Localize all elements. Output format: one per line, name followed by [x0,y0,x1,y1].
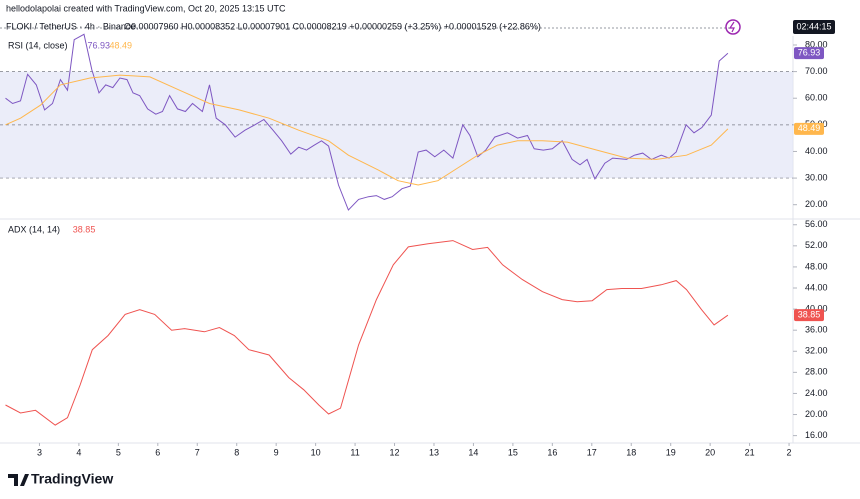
y-tick-label: 32.00 [805,346,828,356]
x-tick-label: 13 [429,447,439,457]
x-tick-label: 12 [390,447,400,457]
logo-text: TradingView [31,471,113,487]
x-tick-label: 8 [234,447,239,457]
y-tick-label: 48.00 [805,261,828,271]
y-tick-label: 20.00 [805,409,828,419]
x-tick-label: 11 [350,447,359,457]
x-tick-label: 17 [587,447,597,457]
x-tick-label: 21 [745,447,755,457]
y-tick-label: 44.00 [805,282,828,292]
price-label: 76.93 [798,48,821,58]
legend-value: 48.49 [110,40,133,50]
y-tick-label: 52.00 [805,240,828,250]
series-line [5,33,729,211]
x-tick-label: 10 [311,447,321,457]
x-tick-label: 7 [195,447,200,457]
legend-title: RSI (14, close) [8,40,68,50]
alert-icon[interactable] [725,19,741,35]
x-tick-label: 15 [508,447,518,457]
y-tick-label: 30.00 [805,172,828,182]
y-tick-label: 40.00 [805,146,828,156]
y-tick-label: 70.00 [805,66,828,76]
price-label: 38.85 [798,310,821,320]
price-label-box [794,47,824,60]
y-tick-label: 60.00 [805,93,828,103]
x-tick-label: 18 [626,447,636,457]
series-line [5,74,729,186]
credit: hellodolapolai created with TradingView.… [6,3,286,13]
x-tick-label: 6 [155,447,160,457]
y-tick-label: 16.00 [805,430,828,440]
x-tick-label: 16 [547,447,557,457]
x-tick-label: 4 [76,447,81,457]
y-tick-label: 20.00 [805,199,828,209]
y-tick-label: 56.00 [805,219,828,229]
y-tick-label: 36.00 [805,325,828,335]
y-tick-label: 24.00 [805,388,828,398]
clock-box [793,20,835,34]
series-line [5,240,729,426]
price-label-box [794,309,824,322]
x-tick-label: 9 [274,447,279,457]
symbol: FLOKI / TetherUS · 4h · Binance [6,21,135,31]
x-tick-label: 2 [787,447,792,457]
x-tick-label: 3 [37,447,42,457]
legend-value: 76.93 [88,40,111,50]
price-label: 48.49 [798,123,821,133]
clock: 02:44:15 [796,21,831,31]
alert-icon-bolt [728,21,735,33]
price-label-box [794,122,824,135]
logo-mark [8,474,29,486]
y-tick-label: 28.00 [805,367,828,377]
ohlc: O0.00007960 H0.00008352 L0.00007901 C0.0… [124,21,541,31]
x-tick-label: 5 [116,447,121,457]
x-tick-label: 14 [468,447,478,457]
x-tick-label: 19 [666,447,676,457]
legend-value: 38.85 [73,224,96,234]
y-tick-label: 80.00 [805,39,828,49]
x-tick-label: 20 [705,447,715,457]
y-tick-label: 40.00 [805,303,828,313]
legend-title: ADX (14, 14) [8,224,60,234]
